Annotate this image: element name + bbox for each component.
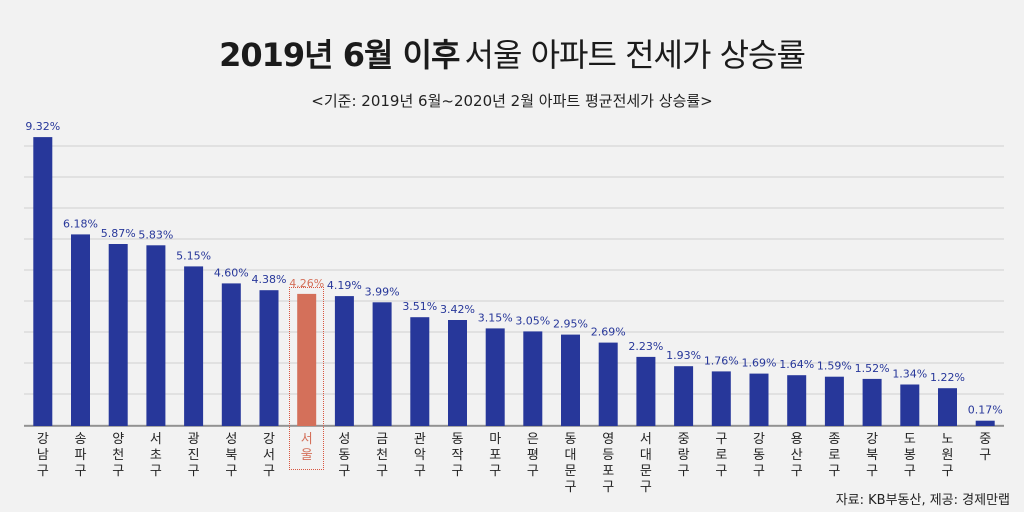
category-label: 은평구 [526, 432, 539, 479]
category-label: 중랑구 [677, 432, 690, 479]
bar-양천구 [108, 244, 128, 426]
value-label: 1.76% [704, 354, 739, 367]
bar-서초구 [146, 245, 166, 426]
chart-title-light: 서울 아파트 전세가 상승률 [464, 36, 806, 74]
category-label: 도봉구 [903, 432, 916, 479]
chart-title-bold: 2019년 6월 이후 [219, 36, 460, 74]
category-label: 서울 [300, 432, 313, 463]
category-label: 성동구 [338, 432, 351, 479]
bar-마포구 [485, 328, 505, 426]
value-label: 1.34% [892, 368, 927, 381]
bar-서대문구 [636, 356, 656, 426]
category-label: 광진구 [187, 432, 200, 479]
value-label: 4.26% [289, 277, 324, 290]
bar-동작구 [448, 320, 467, 426]
value-label: 5.87% [101, 227, 136, 240]
bar-동대문구 [561, 334, 580, 427]
bar-송파구 [71, 234, 90, 426]
bar-용산구 [787, 375, 807, 426]
category-label: 구로구 [715, 432, 728, 479]
bar-영등포구 [598, 342, 618, 426]
bar-노원구 [938, 388, 957, 426]
category-label: 금천구 [376, 432, 389, 479]
bar-강북구 [862, 378, 882, 426]
category-label: 서대문구 [639, 432, 652, 495]
bar-강서구 [259, 290, 279, 426]
category-label: 강북구 [866, 432, 879, 479]
value-label: 4.19% [327, 279, 362, 292]
bar-구로구 [711, 371, 731, 426]
value-label: 1.22% [930, 371, 965, 384]
category-label: 동대문구 [564, 432, 577, 495]
category-label: 강동구 [753, 432, 765, 479]
value-label: 3.42% [440, 303, 475, 316]
value-label: 1.93% [666, 349, 701, 362]
bar-성북구 [221, 283, 241, 426]
bar-중랑구 [674, 366, 694, 426]
value-label: 1.69% [742, 357, 777, 370]
value-label: 4.60% [214, 266, 249, 279]
value-label: 1.52% [855, 362, 890, 375]
source-note: 자료: KB부동산, 제공: 경제만랩 [835, 493, 1010, 508]
category-label: 강서구 [263, 432, 275, 479]
value-label: 5.15% [176, 249, 211, 262]
value-label: 5.83% [138, 228, 173, 241]
category-label: 성북구 [225, 432, 238, 479]
chart-subtitle: <기준: 2019년 6월~2020년 2월 아파트 평균전세가 상승률> [311, 92, 713, 110]
bar-은평구 [523, 331, 543, 426]
category-label: 동작구 [451, 432, 464, 479]
bar-강남구 [33, 137, 53, 426]
chart-title: 2019년 6월 이후 서울 아파트 전세가 상승률 [0, 30, 1024, 76]
value-label: 1.59% [817, 360, 852, 373]
bar-중구 [975, 420, 995, 426]
category-label: 마포구 [489, 432, 502, 479]
value-label: 2.69% [591, 326, 626, 339]
bar-금천구 [372, 302, 392, 426]
category-label: 종로구 [828, 432, 841, 479]
bar-성동구 [334, 296, 354, 426]
category-label: 노원구 [941, 432, 954, 479]
category-label: 중구 [979, 432, 992, 463]
category-label: 송파구 [74, 432, 87, 479]
value-label: 6.18% [63, 217, 98, 230]
category-label: 관악구 [413, 432, 426, 479]
value-label: 0.17% [968, 404, 1003, 417]
highlight-box [289, 286, 325, 470]
bar-광진구 [184, 266, 204, 427]
value-label: 2.23% [628, 340, 663, 353]
category-label: 용산구 [790, 432, 803, 479]
value-label: 3.51% [402, 300, 437, 313]
value-label: 1.64% [779, 358, 814, 371]
value-label: 3.05% [515, 314, 550, 327]
bar-도봉구 [900, 384, 920, 426]
value-label: 9.32% [25, 120, 60, 133]
value-label: 2.95% [553, 318, 588, 331]
category-label: 강남구 [36, 432, 49, 479]
category-label: 서초구 [149, 432, 162, 479]
value-label: 3.15% [478, 311, 513, 324]
bar-서울 [297, 293, 317, 426]
category-label: 양천구 [112, 432, 125, 479]
bar-종로구 [824, 376, 844, 426]
value-label: 3.99% [365, 285, 400, 298]
value-label: 4.38% [252, 273, 287, 286]
category-label: 영등포구 [602, 432, 615, 495]
bar-관악구 [410, 317, 430, 426]
bar-강동구 [749, 373, 769, 426]
